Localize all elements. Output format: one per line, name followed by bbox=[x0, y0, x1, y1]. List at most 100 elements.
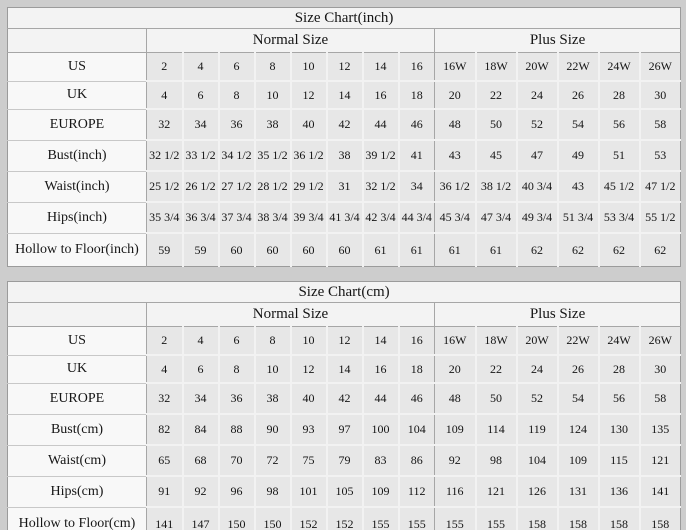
table-row: Bust(cm) 82 84 88 90 93 97 100 104 109 114 119 124 13… bbox=[7, 414, 681, 446]
row-label: Bust(inch) bbox=[7, 140, 147, 172]
size-value-cell: 10 bbox=[254, 355, 292, 384]
size-value-cell: 8 bbox=[218, 81, 256, 110]
size-value-cell: 34 bbox=[182, 383, 220, 415]
table-row: UK 4 6 8 10 12 14 16 18 20 22 24 26 28 30 bbox=[7, 81, 681, 110]
size-value-cell: 155 bbox=[434, 507, 477, 530]
size-value-cell: 150 bbox=[254, 507, 292, 530]
size-value-cell: 24 bbox=[516, 81, 559, 110]
table-row: UK 4 6 8 10 12 14 16 18 20 22 24 26 28 30 bbox=[7, 355, 681, 384]
size-value-cell: 61 bbox=[475, 233, 518, 267]
size-value-cell: 79 bbox=[326, 445, 364, 477]
size-value-cell: 65 bbox=[146, 445, 184, 477]
size-value-cell: 45 bbox=[475, 140, 518, 172]
size-value-cell: 155 bbox=[362, 507, 400, 530]
size-value-cell: 28 1/2 bbox=[254, 171, 292, 203]
size-value-cell: 61 bbox=[362, 233, 400, 267]
size-value-cell: 26 bbox=[557, 81, 600, 110]
size-value-cell: 10 bbox=[254, 81, 292, 110]
size-value-cell: 44 bbox=[362, 109, 400, 141]
size-value-cell: 119 bbox=[516, 414, 559, 446]
size-value-cell: 27 1/2 bbox=[218, 171, 256, 203]
size-value-cell: 16 bbox=[398, 52, 435, 82]
size-value-cell: 158 bbox=[598, 507, 641, 530]
table-row: Waist(cm) 65 68 70 72 75 79 83 86 92 98 104 109 115 12… bbox=[7, 445, 681, 477]
table-row: Hips(inch) 35 3/4 36 3/4 37 3/4 38 3/4 39 3/4… bbox=[7, 202, 681, 234]
size-value-cell: 141 bbox=[639, 476, 681, 508]
size-value-cell: 62 bbox=[557, 233, 600, 267]
size-value-cell: 147 bbox=[182, 507, 220, 530]
size-value-cell: 97 bbox=[326, 414, 364, 446]
size-value-cell: 20 bbox=[434, 81, 477, 110]
size-value-cell: 105 bbox=[326, 476, 364, 508]
size-value-cell: 42 bbox=[326, 383, 364, 415]
size-value-cell: 14 bbox=[362, 52, 400, 82]
size-value-cell: 12 bbox=[290, 355, 328, 384]
size-value-cell: 60 bbox=[218, 233, 256, 267]
group-header-plus: Plus Size bbox=[434, 28, 681, 53]
size-value-cell: 37 3/4 bbox=[218, 202, 256, 234]
size-value-cell: 44 bbox=[362, 383, 400, 415]
size-value-cell: 109 bbox=[362, 476, 400, 508]
table-row: Hollow to Floor(cm) 141 147 150 150 152 152 155… bbox=[7, 507, 681, 530]
size-value-cell: 43 bbox=[434, 140, 477, 172]
size-value-cell: 136 bbox=[598, 476, 641, 508]
size-value-cell: 32 1/2 bbox=[362, 171, 400, 203]
size-value-cell: 8 bbox=[218, 355, 256, 384]
size-chart-cm-table: Size Chart(cm) Normal Size Plus Size US 2 4 6 8… bbox=[7, 281, 682, 530]
table-row: US 2 4 6 8 10 12 14 16 16W 18W 20W 22W 24W 26W bbox=[7, 52, 681, 82]
size-value-cell: 112 bbox=[398, 476, 435, 508]
size-value-cell: 30 bbox=[639, 81, 681, 110]
size-value-cell: 2 bbox=[146, 52, 184, 82]
size-value-cell: 59 bbox=[146, 233, 184, 267]
corner-cell bbox=[7, 28, 147, 53]
size-value-cell: 54 bbox=[557, 383, 600, 415]
size-value-cell: 24W bbox=[598, 326, 641, 356]
size-value-cell: 88 bbox=[218, 414, 256, 446]
size-value-cell: 16 bbox=[362, 81, 400, 110]
size-chart-inch-table: Size Chart(inch) Normal Size Plus Size US 2 4… bbox=[7, 7, 682, 267]
corner-cell bbox=[7, 302, 147, 327]
size-value-cell: 82 bbox=[146, 414, 184, 446]
size-value-cell: 10 bbox=[290, 52, 328, 82]
size-value-cell: 39 3/4 bbox=[290, 202, 328, 234]
row-label: Hollow to Floor(inch) bbox=[7, 233, 147, 267]
size-value-cell: 8 bbox=[254, 52, 292, 82]
size-value-cell: 141 bbox=[146, 507, 184, 530]
size-value-cell: 72 bbox=[254, 445, 292, 477]
size-value-cell: 45 3/4 bbox=[434, 202, 477, 234]
size-value-cell: 53 3/4 bbox=[598, 202, 641, 234]
size-value-cell: 40 bbox=[290, 383, 328, 415]
size-value-cell: 16W bbox=[434, 52, 477, 82]
size-value-cell: 60 bbox=[326, 233, 364, 267]
size-value-cell: 54 bbox=[557, 109, 600, 141]
size-value-cell: 55 1/2 bbox=[639, 202, 681, 234]
size-value-cell: 150 bbox=[218, 507, 256, 530]
size-value-cell: 47 1/2 bbox=[639, 171, 681, 203]
size-value-cell: 22 bbox=[475, 81, 518, 110]
row-label: Waist(inch) bbox=[7, 171, 147, 203]
size-value-cell: 38 1/2 bbox=[475, 171, 518, 203]
size-value-cell: 33 1/2 bbox=[182, 140, 220, 172]
table-title: Size Chart(inch) bbox=[7, 7, 681, 29]
size-value-cell: 38 bbox=[254, 109, 292, 141]
size-value-cell: 49 3/4 bbox=[516, 202, 559, 234]
size-value-cell: 116 bbox=[434, 476, 477, 508]
size-value-cell: 83 bbox=[362, 445, 400, 477]
size-value-cell: 8 bbox=[254, 326, 292, 356]
row-label: US bbox=[7, 326, 147, 356]
size-value-cell: 14 bbox=[326, 355, 364, 384]
size-value-cell: 43 bbox=[557, 171, 600, 203]
size-value-cell: 84 bbox=[182, 414, 220, 446]
size-value-cell: 98 bbox=[475, 445, 518, 477]
size-value-cell: 50 bbox=[475, 383, 518, 415]
row-label: Waist(cm) bbox=[7, 445, 147, 477]
size-value-cell: 18 bbox=[398, 355, 435, 384]
size-value-cell: 158 bbox=[516, 507, 559, 530]
size-value-cell: 93 bbox=[290, 414, 328, 446]
size-value-cell: 28 bbox=[598, 355, 641, 384]
size-value-cell: 38 3/4 bbox=[254, 202, 292, 234]
size-value-cell: 18 bbox=[398, 81, 435, 110]
size-value-cell: 6 bbox=[218, 52, 256, 82]
size-value-cell: 96 bbox=[218, 476, 256, 508]
